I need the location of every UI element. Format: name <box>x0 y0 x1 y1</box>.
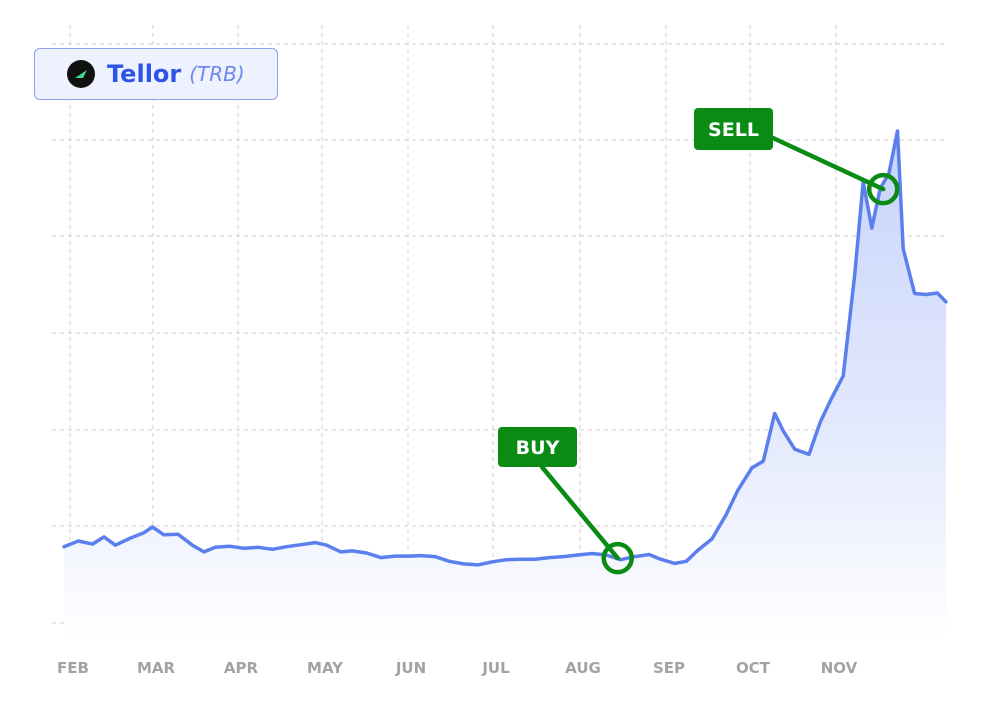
annotation-box <box>694 108 773 150</box>
tellor-logo-icon <box>67 60 95 88</box>
annotation-leader <box>770 135 886 192</box>
x-tick-label: JUL <box>481 659 510 677</box>
price-area <box>64 131 946 640</box>
annotation-label: BUY <box>516 437 560 459</box>
trade-annotations: BUY SELL <box>498 108 900 575</box>
x-tick-label: OCT <box>736 659 771 677</box>
x-tick-label: NOV <box>821 659 858 677</box>
annotation-label: SELL <box>708 119 759 141</box>
x-tick-label: APR <box>224 659 259 677</box>
annotation-marker <box>601 541 634 575</box>
token-name: Tellor <box>107 60 182 88</box>
x-tick-label: FEB <box>57 659 89 677</box>
annotation-box <box>498 427 577 467</box>
annotation-buy: BUY <box>498 427 634 575</box>
x-axis-ticks: FEB MAR APR MAY JUN JUL AUG SEP OCT NOV <box>57 659 858 677</box>
annotation-sell: SELL <box>694 108 900 206</box>
annotation-leader <box>539 464 620 561</box>
price-line <box>62 129 948 567</box>
annotation-marker <box>866 172 900 206</box>
x-tick-label: AUG <box>565 659 601 677</box>
x-tick-label: SEP <box>653 659 685 677</box>
token-title-box: Tellor (TRB) <box>34 48 278 100</box>
x-tick-label: JUN <box>395 659 426 677</box>
token-ticker: (TRB) <box>189 62 245 86</box>
x-tick-label: MAY <box>307 659 344 677</box>
x-tick-label: MAR <box>137 659 176 677</box>
